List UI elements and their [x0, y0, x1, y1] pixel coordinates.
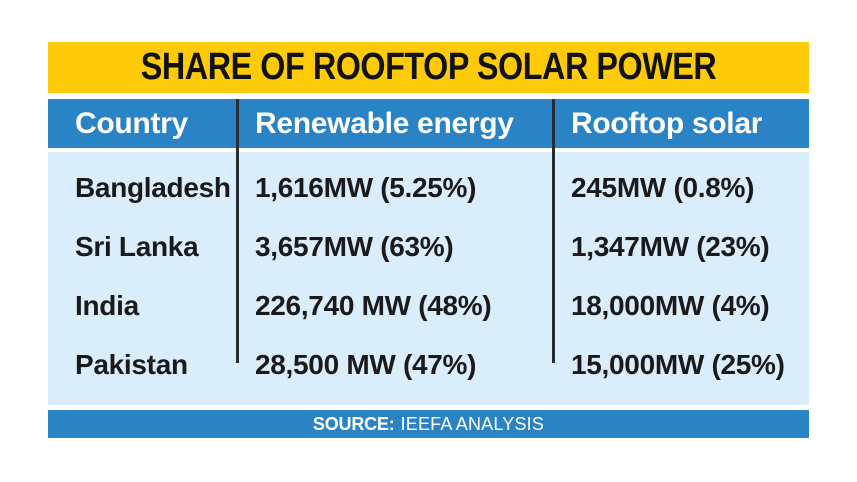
cell-renewable-energy: 1,616MW (5.25%) — [255, 171, 477, 203]
column-divider-2 — [552, 99, 555, 363]
cell-country: India — [75, 289, 139, 321]
cell-renewable-energy: 226,740 MW (48%) — [255, 289, 492, 321]
source-bar: SOURCE: IEEFA ANALYSIS — [48, 410, 809, 438]
table-row-india: India 226,740 MW (48%) 18,000MW (4%) — [48, 276, 809, 335]
table-title: SHARE OF ROOFTOP SOLAR POWER — [140, 46, 717, 88]
cell-rooftop-solar: 18,000MW (4%) — [571, 289, 770, 321]
column-divider-1 — [236, 99, 239, 363]
cell-rooftop-solar: 245MW (0.8%) — [571, 171, 755, 203]
column-header-renewable-energy: Renewable energy — [255, 106, 514, 140]
column-header-country: Country — [75, 106, 188, 140]
cell-rooftop-solar: 1,347MW (23%) — [571, 230, 770, 262]
title-bar: SHARE OF ROOFTOP SOLAR POWER — [48, 42, 809, 93]
table-body: Bangladesh 1,616MW (5.25%) 245MW (0.8%) … — [48, 152, 809, 405]
cell-rooftop-solar: 15,000MW (25%) — [571, 348, 785, 380]
source-label: SOURCE: — [312, 413, 395, 434]
header-row: Country Renewable energy Rooftop solar — [48, 99, 809, 148]
cell-country: Sri Lanka — [75, 230, 199, 262]
source-text: IEEFA ANALYSIS — [400, 413, 545, 434]
cell-country: Pakistan — [75, 348, 188, 380]
table-row-bangladesh: Bangladesh 1,616MW (5.25%) 245MW (0.8%) — [48, 158, 809, 217]
cell-renewable-energy: 28,500 MW (47%) — [255, 348, 477, 380]
solar-share-table: SHARE OF ROOFTOP SOLAR POWER Country Ren… — [48, 42, 809, 438]
table-row-pakistan: Pakistan 28,500 MW (47%) 15,000MW (25%) — [48, 335, 809, 394]
cell-renewable-energy: 3,657MW (63%) — [255, 230, 454, 262]
column-header-rooftop-solar: Rooftop solar — [571, 106, 763, 140]
cell-country: Bangladesh — [75, 171, 231, 203]
table-row-sri-lanka: Sri Lanka 3,657MW (63%) 1,347MW (23%) — [48, 217, 809, 276]
